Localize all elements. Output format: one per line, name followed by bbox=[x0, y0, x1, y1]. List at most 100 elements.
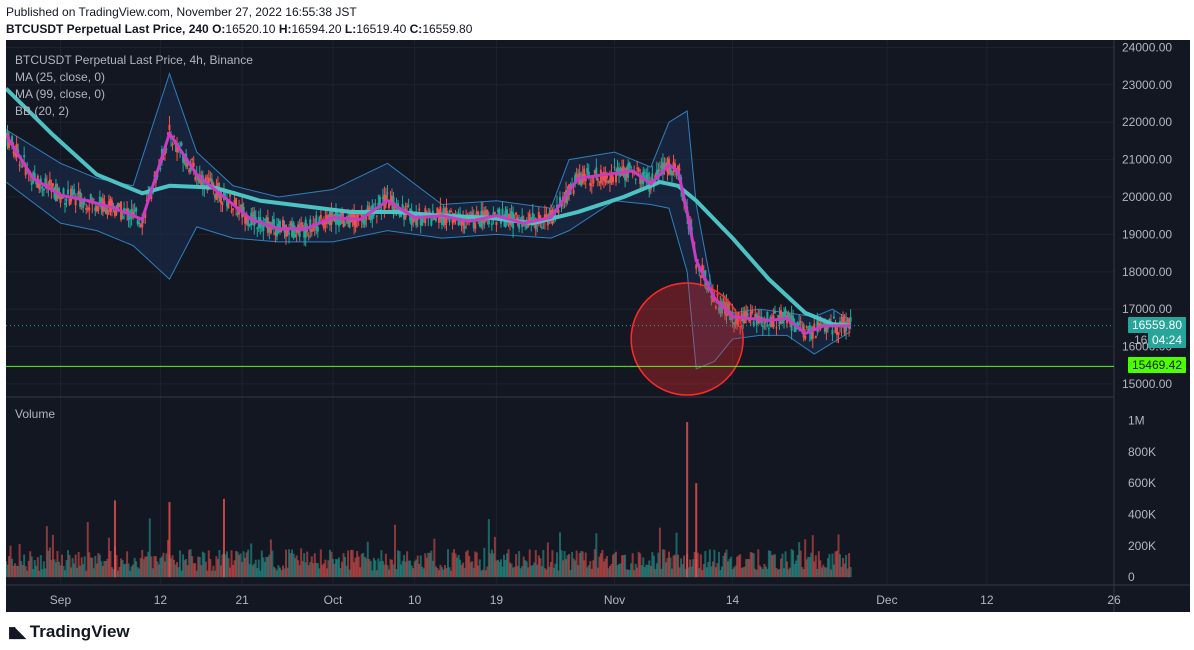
volume-bar bbox=[354, 557, 357, 578]
volume-bar bbox=[829, 569, 832, 578]
candle-body bbox=[298, 225, 301, 237]
candle-body bbox=[381, 196, 384, 199]
time-tick-label: Oct bbox=[324, 593, 343, 607]
candle-body bbox=[443, 213, 446, 225]
volume-bar bbox=[101, 565, 104, 578]
candle-body bbox=[288, 232, 291, 235]
legend-volume[interactable]: Volume bbox=[15, 407, 56, 421]
candle-body bbox=[359, 214, 362, 216]
price-tick-label: 21000.00 bbox=[1122, 153, 1172, 167]
candle-body bbox=[496, 209, 499, 212]
volume-bar bbox=[480, 570, 483, 578]
volume-bar bbox=[428, 552, 431, 578]
volume-bar bbox=[842, 557, 845, 578]
volume-bar bbox=[197, 556, 200, 578]
volume-bar bbox=[631, 553, 634, 578]
candle-body bbox=[68, 198, 71, 205]
volume-bar bbox=[621, 555, 624, 578]
volume-bar bbox=[328, 549, 331, 578]
volume-bar bbox=[819, 560, 822, 578]
candle-body bbox=[374, 203, 377, 205]
volume-bar bbox=[531, 565, 534, 578]
candle-body bbox=[601, 174, 604, 179]
candle-body bbox=[318, 217, 321, 223]
volume-bar bbox=[350, 549, 353, 578]
volume-bar bbox=[698, 568, 701, 578]
volume-bar bbox=[189, 549, 192, 578]
volume-bar bbox=[627, 569, 630, 578]
volume-bar bbox=[130, 566, 133, 578]
volume-bar bbox=[484, 570, 487, 578]
candle-body bbox=[165, 148, 168, 150]
volume-bar bbox=[475, 552, 478, 578]
candle-body bbox=[176, 144, 179, 153]
candle-body bbox=[728, 309, 731, 313]
candle-body bbox=[262, 224, 265, 231]
volume-tick-label: 1M bbox=[1128, 414, 1145, 428]
volume-bar bbox=[291, 549, 294, 578]
volume-bar bbox=[387, 569, 390, 578]
volume-bar bbox=[126, 551, 129, 578]
candle-body bbox=[239, 205, 242, 207]
candle-body bbox=[286, 227, 289, 235]
volume-bar bbox=[471, 561, 474, 578]
candle-body bbox=[209, 178, 212, 181]
volume-bar bbox=[283, 568, 286, 578]
volume-bar bbox=[422, 568, 425, 578]
candle-body bbox=[415, 214, 418, 226]
volume-bar bbox=[257, 559, 260, 578]
legend-ma25[interactable]: MA (25, close, 0) bbox=[15, 70, 106, 84]
volume-bar bbox=[424, 553, 427, 578]
volume-bar bbox=[640, 565, 643, 578]
volume-bar bbox=[633, 570, 636, 578]
candle-body bbox=[474, 222, 477, 229]
volume-bar bbox=[277, 565, 280, 578]
legend-bb[interactable]: BB (20, 2) bbox=[15, 104, 70, 118]
volume-bar bbox=[834, 551, 837, 578]
volume-bar bbox=[316, 563, 319, 578]
candle-body bbox=[310, 229, 313, 233]
candle-body bbox=[67, 189, 70, 195]
volume-bar bbox=[601, 549, 604, 578]
volume-bar bbox=[138, 568, 141, 578]
candle-body bbox=[776, 315, 779, 317]
volume-bar bbox=[35, 565, 38, 578]
volume-bar bbox=[95, 563, 98, 578]
volume-bar bbox=[807, 556, 810, 578]
volume-bar bbox=[384, 553, 387, 578]
volume-bar bbox=[434, 566, 437, 578]
volume-bar bbox=[244, 557, 247, 578]
volume-bar bbox=[107, 537, 110, 578]
chart-frame[interactable]: 15000.0016000.0017000.0018000.0019000.00… bbox=[6, 40, 1190, 612]
candle-body bbox=[586, 167, 589, 174]
volume-bar bbox=[725, 549, 728, 578]
volume-bar bbox=[431, 560, 434, 578]
volume-bar bbox=[666, 558, 669, 578]
volume-bar bbox=[213, 570, 216, 578]
chart-canvas[interactable]: 15000.0016000.0017000.0018000.0019000.00… bbox=[6, 40, 1190, 612]
volume-bar bbox=[677, 554, 680, 578]
legend-ma99[interactable]: MA (99, close, 0) bbox=[15, 87, 106, 101]
horizontal-level-tag[interactable]: 15469.42 bbox=[1127, 357, 1186, 374]
volume-bar bbox=[634, 563, 637, 578]
volume-bar bbox=[263, 561, 266, 578]
volume-bar bbox=[51, 534, 54, 578]
volume-bar bbox=[846, 568, 849, 578]
volume-bar bbox=[568, 553, 571, 578]
candle-body bbox=[192, 162, 195, 167]
candle-body bbox=[51, 183, 54, 187]
volume-bar bbox=[121, 560, 124, 578]
candle-body bbox=[589, 182, 592, 186]
volume-bar bbox=[400, 564, 403, 578]
tradingview-logo[interactable]: ▮◣ TradingView bbox=[8, 622, 130, 642]
candle-body bbox=[651, 173, 654, 182]
candle-body bbox=[799, 321, 802, 323]
volume-bar bbox=[602, 561, 605, 578]
candle-body bbox=[401, 204, 404, 208]
candle-body bbox=[129, 217, 132, 220]
volume-bar bbox=[784, 551, 787, 578]
candle-body bbox=[584, 178, 587, 182]
volume-bar bbox=[528, 549, 531, 578]
volume-bar bbox=[739, 554, 742, 578]
volume-bar bbox=[173, 559, 176, 578]
